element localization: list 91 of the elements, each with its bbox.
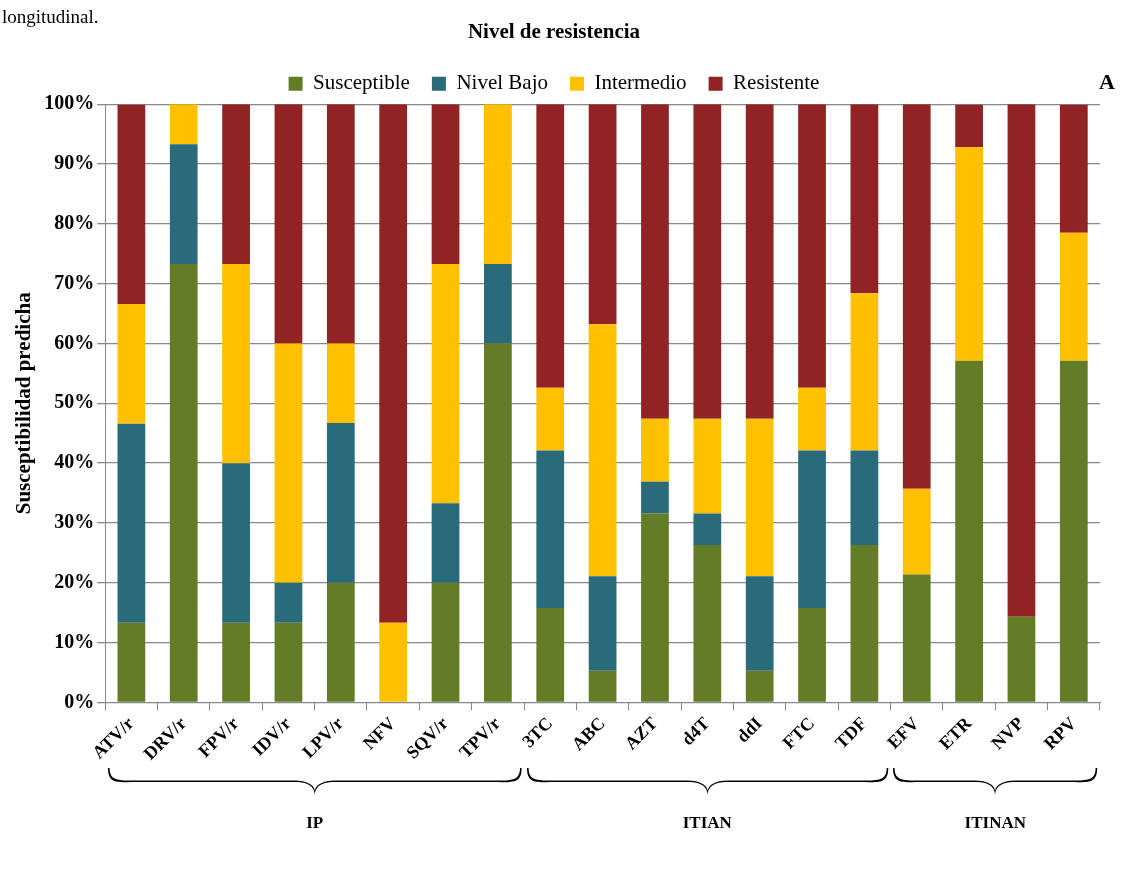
bar: [117, 423, 146, 623]
bar: [850, 450, 879, 546]
text: ITINAN: [964, 813, 1027, 833]
bar: [222, 463, 250, 623]
y-tick-label: 90%: [54, 151, 95, 174]
bar: [484, 104, 512, 264]
bar: [326, 582, 355, 702]
y-tick-label: 10%: [54, 629, 95, 652]
bar: [379, 622, 408, 702]
bar: [798, 387, 826, 451]
bar: [641, 513, 669, 702]
bar: [745, 576, 774, 671]
bar: [745, 104, 774, 419]
bar: [326, 423, 355, 583]
chart-title: Nivel de resistencia: [467, 19, 641, 44]
bar: [1007, 616, 1036, 702]
y-tick-label: 80%: [54, 211, 95, 234]
legend-label: Resistente: [733, 70, 820, 95]
bar: [222, 622, 250, 702]
bar: [902, 104, 931, 489]
legend-label: Nivel Bajo: [456, 70, 548, 95]
bar: [1059, 104, 1088, 233]
bar: [222, 263, 250, 464]
bar: [902, 488, 931, 575]
bar: [1059, 232, 1088, 361]
bar: [641, 104, 669, 419]
bar: [431, 104, 460, 264]
bar: [745, 418, 774, 577]
bar: [117, 104, 146, 304]
bar: [274, 622, 303, 702]
bar: [484, 343, 512, 702]
bar: [902, 574, 931, 702]
y-tick-label: 50%: [54, 390, 95, 413]
bar: [850, 104, 879, 294]
y-tick-label: 0%: [64, 689, 95, 712]
bar: [431, 503, 460, 583]
bar: [326, 343, 355, 424]
bar: [274, 582, 303, 623]
bar: [274, 343, 303, 583]
bar: [484, 263, 512, 344]
y-tick-label: 70%: [54, 270, 95, 293]
text: A: [1099, 68, 1116, 94]
bar: [536, 387, 565, 451]
bar: [588, 104, 617, 325]
bar: [955, 104, 983, 148]
bar: [641, 418, 669, 482]
y-axis-title: Susceptibilidad predicha: [11, 291, 36, 515]
bar: [536, 450, 565, 608]
bar: [850, 293, 879, 451]
y-tick-label: 40%: [54, 450, 95, 473]
bar: [588, 324, 617, 577]
bar: [850, 545, 879, 702]
bar: [693, 513, 722, 546]
bar: [536, 104, 565, 388]
y-tick-label: 30%: [54, 510, 95, 533]
y-tick-label: 60%: [54, 330, 95, 353]
bar: [274, 104, 303, 344]
text: ITIAN: [682, 813, 733, 833]
bar: [117, 304, 146, 424]
bar: [169, 263, 198, 702]
bar: [222, 104, 250, 264]
bar: [955, 147, 983, 361]
bar: [588, 670, 617, 702]
bar: [117, 622, 146, 702]
bar: [798, 450, 826, 608]
x-tick-label: d4T: [677, 713, 714, 750]
text: longitudinal.: [2, 5, 99, 27]
bar: [169, 104, 198, 145]
bar: [379, 104, 408, 623]
bar: [798, 104, 826, 388]
legend-label: Intermedio: [594, 70, 687, 95]
text: IP: [306, 813, 324, 833]
bar: [798, 607, 826, 702]
bar: [1007, 104, 1036, 617]
bar: [693, 104, 722, 419]
bar: [326, 104, 355, 344]
x-tick-label: ddI: [732, 713, 766, 747]
bar: [431, 263, 460, 504]
bar: [588, 576, 617, 671]
bar: [693, 545, 722, 702]
y-tick-label: 20%: [54, 569, 95, 592]
bar: [536, 607, 565, 702]
bar: [693, 418, 722, 514]
bar: [641, 481, 669, 514]
bar: [745, 670, 774, 702]
legend-label: Susceptible: [313, 70, 410, 95]
y-tick-label: 100%: [44, 91, 95, 114]
bar: [955, 360, 983, 702]
bar: [431, 582, 460, 702]
bar: [1059, 360, 1088, 702]
bar: [169, 144, 198, 264]
